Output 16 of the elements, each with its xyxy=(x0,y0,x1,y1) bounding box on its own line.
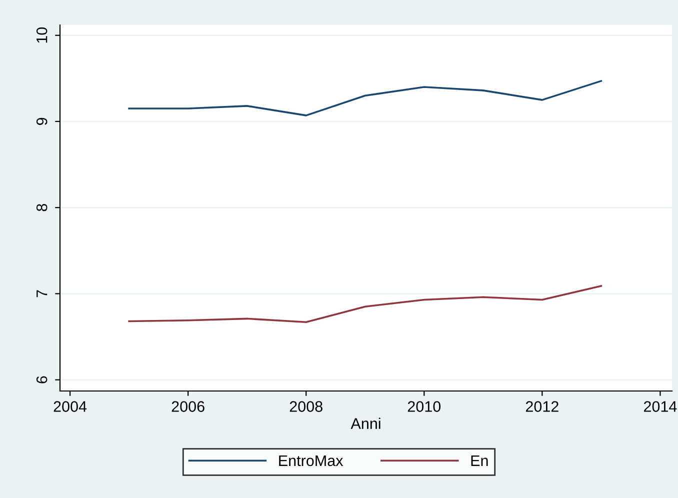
legend-label: EntroMax xyxy=(279,455,344,466)
y-tick-label: 7 xyxy=(36,290,48,298)
y-tick-label: 8 xyxy=(36,204,48,212)
y-tick-label: 9 xyxy=(36,118,48,125)
y-tick-label: 6 xyxy=(36,376,48,384)
y-tick-label: 10 xyxy=(36,27,48,43)
x-tick-label: 2012 xyxy=(526,401,558,412)
x-tick-label: 2008 xyxy=(290,401,322,412)
line-series xyxy=(128,80,602,116)
legend-label: En xyxy=(471,455,488,466)
x-tick-label: 2010 xyxy=(408,401,441,412)
line-series xyxy=(128,285,602,324)
x-tick-label: 2004 xyxy=(54,401,87,412)
x-axis-title: Anni xyxy=(350,418,380,429)
x-tick-label: 2014 xyxy=(644,401,677,412)
x-tick-label: 2006 xyxy=(172,401,204,412)
